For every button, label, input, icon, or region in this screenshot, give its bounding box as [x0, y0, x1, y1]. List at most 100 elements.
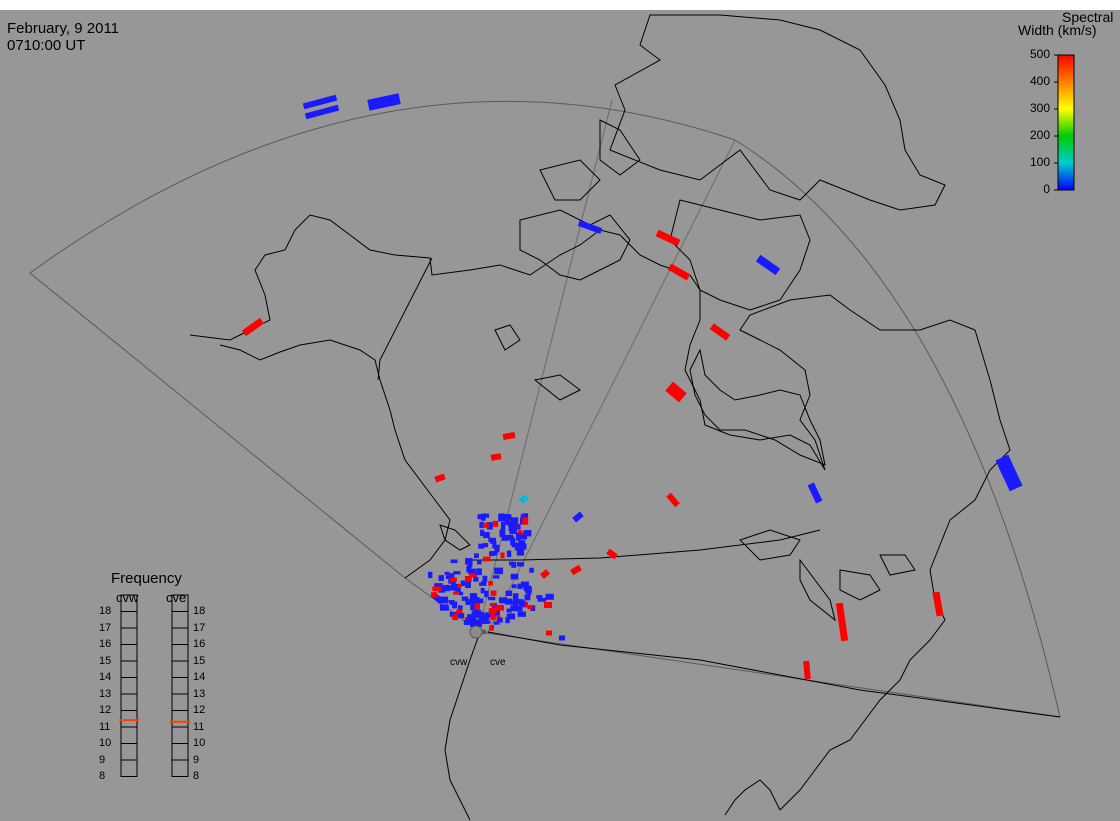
echo-segment	[709, 323, 731, 341]
echo-cell	[524, 594, 531, 601]
echo-cell	[444, 571, 450, 575]
echo-cell	[506, 550, 512, 558]
echo-cell	[488, 608, 497, 614]
echo-cell	[488, 596, 496, 601]
echo-cell	[515, 533, 521, 541]
echo-cell	[511, 584, 517, 589]
echo-cell	[504, 517, 509, 525]
echo-cell	[516, 548, 525, 556]
frequency-cell	[120, 627, 138, 645]
echo-cell	[493, 621, 500, 625]
echo-cell	[475, 598, 484, 604]
echo-cell	[523, 585, 532, 591]
frequency-level-label: 13	[193, 687, 206, 700]
frequency-level-label: 11	[193, 720, 205, 733]
echo-segment	[572, 511, 584, 523]
echo-cell	[479, 582, 487, 586]
echo-cell	[452, 603, 458, 609]
frequency-level-label: 18	[99, 605, 112, 617]
echo-cell	[480, 587, 485, 594]
echo-cell	[457, 583, 462, 588]
map-panel: February, 9 2011 0710:00 UT Spectral Wid…	[0, 10, 1120, 821]
radar-site-cve	[481, 629, 487, 635]
colorbar-tick-label: 500	[1029, 47, 1050, 61]
echo-cell	[444, 584, 451, 592]
echo-cell	[456, 609, 463, 616]
echo-cell	[466, 566, 472, 573]
frequency-level-label: 17	[193, 621, 206, 634]
fov-outline	[29, 100, 1061, 718]
colorbar-tick-label: 400	[1029, 74, 1050, 88]
echo-cell	[453, 591, 459, 595]
echo-cell	[505, 590, 513, 597]
echo-cell	[450, 559, 458, 564]
echo-segment	[502, 432, 516, 440]
echo-cell	[432, 586, 441, 592]
echo-cell	[517, 562, 525, 567]
echo-segment	[606, 548, 618, 560]
frequency-level-label: 9	[99, 753, 106, 766]
echo-cell	[451, 583, 461, 591]
echo-cell	[494, 544, 500, 553]
echo-segment	[932, 591, 944, 617]
echo-cell	[471, 610, 477, 616]
echo-cell	[452, 613, 458, 621]
frequency-cell	[120, 743, 138, 761]
frequency-level-label: 14	[193, 671, 206, 683]
echo-cell	[469, 573, 477, 578]
frequency-cell	[120, 710, 138, 728]
frequency-cell	[171, 710, 189, 728]
echo-cell	[512, 593, 519, 600]
frequency-level-label: 14	[99, 671, 112, 683]
echo-cell	[461, 596, 469, 601]
fov-beam-line	[487, 139, 736, 633]
frequency-level-label: 17	[99, 621, 112, 634]
echo-cell	[506, 613, 516, 620]
echo-cell	[520, 543, 527, 550]
echo-cell	[530, 605, 536, 611]
colorbar-tick-label: 0	[1043, 182, 1050, 196]
echo-cell	[467, 615, 476, 621]
echo-cell	[473, 576, 479, 582]
frequency-level-label: 8	[99, 770, 106, 782]
echo-cell	[442, 605, 449, 611]
echo-cell	[492, 540, 497, 549]
colorbar-title-line1: Spectral	[1062, 9, 1114, 25]
frequency-cell	[120, 759, 138, 777]
echo-cell	[464, 576, 472, 583]
colorbar-ticks	[1054, 54, 1058, 191]
echo-cell	[490, 613, 496, 620]
echo-cell	[427, 571, 433, 579]
frequency-cell	[171, 660, 189, 678]
coastlines	[189, 14, 1011, 821]
echo-cell	[518, 600, 526, 607]
echo-cell	[517, 611, 526, 617]
echo-cell	[523, 530, 532, 537]
echo-cell	[465, 558, 473, 565]
echoes-layer	[241, 93, 1023, 680]
frequency-cell	[171, 743, 189, 761]
echo-cell	[526, 591, 531, 596]
echo-cell	[449, 577, 457, 583]
frequency-level-label: 15	[193, 654, 206, 667]
frequency-cell	[171, 677, 189, 695]
frequency-level-label: 13	[99, 687, 112, 700]
frequency-cell	[171, 627, 189, 645]
echo-cell	[492, 575, 500, 579]
echo-segment	[665, 381, 687, 403]
echo-segment	[807, 482, 823, 504]
echo-cell	[492, 520, 499, 527]
echo-cell	[469, 593, 478, 600]
time-label: 0710:00 UT	[7, 37, 86, 54]
frequency-columns	[119, 594, 190, 777]
frequency-cell	[120, 677, 138, 695]
echo-cell	[510, 538, 516, 546]
echo-cell	[509, 536, 515, 542]
echo-cell	[483, 532, 490, 539]
echo-cell	[475, 610, 482, 615]
echo-cell	[465, 581, 471, 589]
echo-cell	[522, 517, 529, 525]
radar-label-cve: cve	[490, 657, 506, 668]
echo-cell	[522, 513, 529, 520]
echo-cell	[492, 602, 497, 610]
